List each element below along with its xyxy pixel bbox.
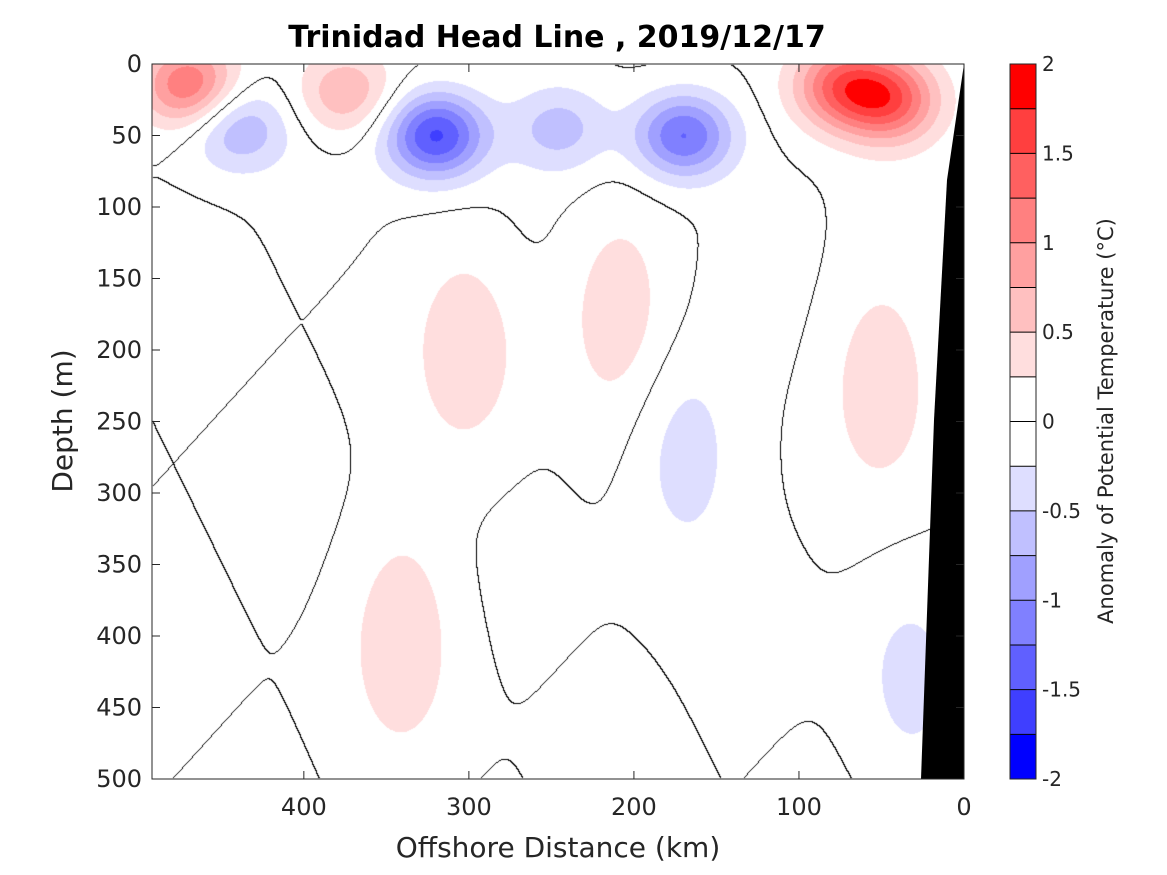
x-tick-label: 100 <box>776 793 822 821</box>
y-tick-label: 200 <box>96 336 142 364</box>
y-tick-label: 50 <box>111 122 142 150</box>
colorbar-level <box>1010 332 1036 378</box>
colorbar-level <box>1010 689 1036 735</box>
colorbar-level <box>1010 153 1036 199</box>
colorbar-tick-label: -1.5 <box>1042 678 1081 702</box>
x-tick-label: 0 <box>956 793 971 821</box>
colorbar-level <box>1010 600 1036 646</box>
colorbar-level <box>1010 287 1036 333</box>
colorbar-level <box>1010 644 1036 691</box>
y-axis-label: Depth (m) <box>46 349 79 492</box>
colorbar-level <box>1010 198 1036 244</box>
colorbar-level <box>1010 466 1036 512</box>
colorbar-level <box>1010 376 1036 422</box>
y-tick-label: 500 <box>96 765 142 793</box>
y-tick-label: 450 <box>96 694 142 722</box>
colorbar-tick-label: 1.5 <box>1042 141 1074 165</box>
colorbar-tick-label: 2 <box>1042 52 1055 76</box>
colorbar-tick-label: 0.5 <box>1042 320 1074 344</box>
colorbar-tick-label: 0 <box>1042 410 1055 434</box>
x-tick-label: 200 <box>611 793 657 821</box>
colorbar-level <box>1010 555 1036 601</box>
colorbar-level <box>1010 108 1036 154</box>
colorbar-label: Anomaly of Potential Temperature (°C) <box>1094 218 1118 624</box>
colorbar-tick-label: -1 <box>1042 588 1062 612</box>
colorbar-level <box>1010 510 1036 557</box>
x-tick-label: 400 <box>281 793 327 821</box>
colorbar-tick-label: -0.5 <box>1042 499 1081 523</box>
colorbar-level <box>1010 242 1036 288</box>
colorbar-ticks: 2 1.5 1 0.5 0 -0.5 -1 -1.5 -2 <box>1042 52 1081 791</box>
y-axis-ticks: 0 50 100 150 200 250 300 350 400 450 500 <box>96 50 964 793</box>
y-tick-label: 100 <box>96 193 142 221</box>
colorbar <box>1009 63 1037 780</box>
x-tick-label: 300 <box>446 793 492 821</box>
y-tick-label: 300 <box>96 479 142 507</box>
chart-title: Trinidad Head Line , 2019/12/17 <box>288 20 825 55</box>
y-tick-label: 350 <box>96 551 142 579</box>
plot-area <box>152 64 964 779</box>
colorbar-level <box>1010 64 1036 110</box>
colorbar-level <box>1010 734 1036 780</box>
colorbar-tick-label: -2 <box>1042 767 1062 791</box>
y-tick-label: 0 <box>127 50 142 78</box>
colorbar-tick-label: 1 <box>1042 231 1055 255</box>
y-tick-label: 250 <box>96 408 142 436</box>
seafloor-bathymetry <box>921 64 964 779</box>
y-tick-label: 150 <box>96 265 142 293</box>
x-axis-label: Offshore Distance (km) <box>396 831 721 864</box>
x-axis-ticks: 400 300 200 100 0 <box>281 64 972 821</box>
colorbar-frame <box>1009 63 1037 780</box>
y-tick-label: 400 <box>96 622 142 650</box>
temperature-anomaly-field <box>152 64 964 779</box>
colorbar-level <box>1010 421 1036 467</box>
